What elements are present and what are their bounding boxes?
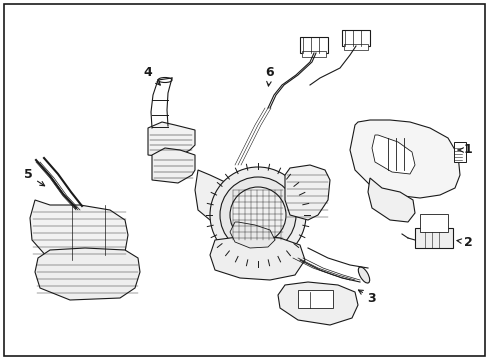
Text: 3: 3 (358, 290, 376, 305)
Bar (302, 51, 325, 57)
Polygon shape (278, 282, 357, 325)
Polygon shape (152, 148, 195, 183)
Text: 2: 2 (456, 235, 471, 248)
Bar (453, 142, 465, 162)
Polygon shape (349, 120, 459, 198)
Circle shape (229, 187, 285, 243)
Polygon shape (367, 178, 414, 222)
Bar (419, 214, 447, 232)
Bar (341, 30, 369, 46)
Text: 5: 5 (23, 168, 44, 186)
Polygon shape (229, 222, 274, 248)
Bar (297, 290, 332, 308)
Ellipse shape (158, 77, 172, 82)
Polygon shape (30, 200, 128, 268)
Polygon shape (195, 170, 238, 222)
Bar (299, 37, 327, 53)
Bar (414, 228, 452, 248)
Polygon shape (35, 248, 140, 300)
Circle shape (220, 177, 295, 253)
Polygon shape (148, 122, 195, 158)
Bar (343, 44, 367, 50)
Text: 4: 4 (143, 66, 160, 85)
Polygon shape (285, 165, 329, 220)
Polygon shape (209, 235, 305, 280)
Ellipse shape (358, 267, 369, 283)
Circle shape (209, 167, 305, 263)
Polygon shape (371, 135, 414, 174)
Text: 1: 1 (457, 144, 471, 157)
Text: 6: 6 (265, 66, 274, 86)
